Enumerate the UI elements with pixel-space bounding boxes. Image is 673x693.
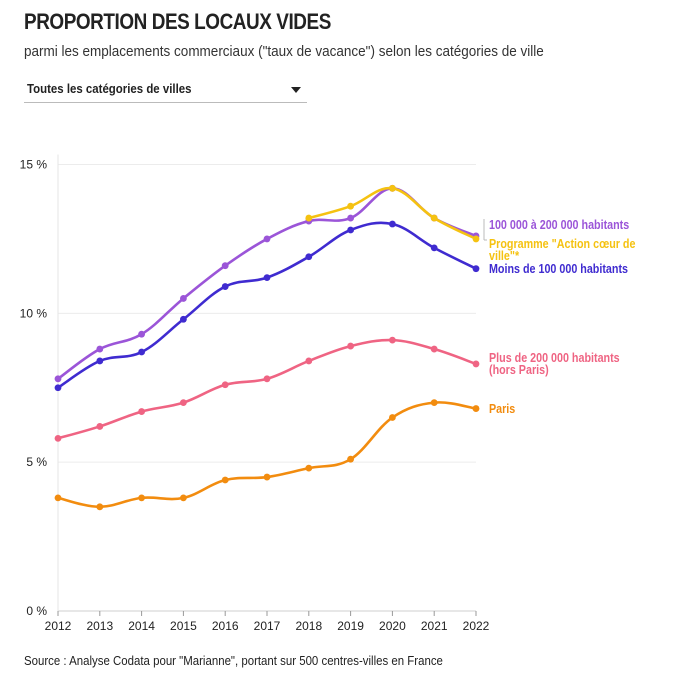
data-point-moins-de-100-000-habitants — [221, 283, 229, 290]
data-point-moins-de-100-000-habitants — [180, 315, 187, 323]
series-line-100-000-a-200-000-habitants — [56, 187, 478, 381]
chart-subtitle: parmi les emplacements commerciaux ("tau… — [24, 43, 544, 60]
label-bracket — [483, 219, 487, 241]
y-tick-label: 10 % — [20, 306, 48, 320]
data-point-paris — [430, 399, 438, 407]
data-point-programme-action-c-ur-de-ville — [305, 214, 313, 222]
data-point-moins-de-100-000-habitants — [54, 384, 62, 392]
city-category-dropdown[interactable]: Toutes les catégories de villes — [24, 78, 307, 103]
data-point-moins-de-100-000-habitants — [389, 220, 396, 228]
x-tick-label: 2017 — [254, 619, 281, 633]
data-point-plus-de-200-000-habitants-hors-paris — [221, 381, 229, 389]
data-point-100-000-a-200-000-habitants — [221, 262, 229, 270]
data-point-paris — [389, 414, 396, 421]
data-point-moins-de-100-000-habitants — [430, 244, 438, 252]
x-tick-label: 2021 — [421, 619, 448, 633]
series-label-line: Moins de 100 000 habitants — [489, 262, 628, 276]
series-label-line: Paris — [489, 402, 515, 416]
data-point-programme-action-c-ur-de-ville — [472, 235, 480, 243]
x-tick-label: 2014 — [128, 619, 155, 633]
data-point-programme-action-c-ur-de-ville — [347, 202, 354, 210]
source-note: Source : Analyse Codata pour "Marianne",… — [24, 653, 443, 668]
series-label-line: 100 000 à 200 000 habitants — [489, 218, 629, 232]
data-point-plus-de-200-000-habitants-hors-paris — [305, 357, 313, 365]
series-label-programme-action-c-ur-de-ville: Programme "Action cœur de ville"* — [489, 237, 636, 263]
data-point-100-000-a-200-000-habitants — [347, 214, 354, 222]
series-label-paris: Paris — [489, 402, 515, 416]
data-point-plus-de-200-000-habitants-hors-paris — [430, 345, 438, 353]
y-tick-label: 0 % — [26, 604, 47, 618]
series-line-programme-action-c-ur-de-ville — [307, 186, 478, 241]
data-point-paris — [263, 473, 271, 481]
data-point-100-000-a-200-000-habitants — [54, 375, 62, 383]
data-point-moins-de-100-000-habitants — [138, 348, 146, 356]
dropdown-selected-label: Toutes les catégories de villes — [27, 81, 192, 96]
series-label-plus-de-200-000-habitants-hors-paris: Plus de 200 000 habitants (hors Paris) — [489, 351, 620, 377]
data-point-plus-de-200-000-habitants-hors-paris — [54, 434, 62, 442]
data-point-moins-de-100-000-habitants — [472, 265, 480, 273]
data-point-moins-de-100-000-habitants — [263, 274, 271, 282]
data-point-paris — [54, 494, 62, 502]
series-label-line: (hors Paris) — [489, 363, 549, 377]
x-tick-label: 2019 — [337, 619, 364, 633]
x-tick-label: 2022 — [463, 619, 490, 633]
data-point-100-000-a-200-000-habitants — [96, 345, 104, 353]
chevron-down-icon — [291, 87, 301, 93]
series-label-moins-de-100-000-habitants: Moins de 100 000 habitants — [489, 262, 628, 276]
data-point-100-000-a-200-000-habitants — [180, 295, 187, 302]
series-label-line: Plus de 200 000 habitants — [489, 351, 620, 365]
data-point-paris — [221, 476, 229, 484]
series-label-line: Programme "Action cœur de — [489, 237, 636, 251]
data-point-moins-de-100-000-habitants — [96, 357, 104, 365]
x-tick-label: 2013 — [86, 619, 113, 633]
data-point-plus-de-200-000-habitants-hors-paris — [96, 423, 104, 430]
chart-title: PROPORTION DES LOCAUX VIDES — [24, 9, 331, 34]
data-point-100-000-a-200-000-habitants — [263, 235, 271, 243]
data-point-paris — [347, 455, 354, 463]
x-tick-label: 2015 — [170, 619, 197, 633]
data-point-plus-de-200-000-habitants-hors-paris — [138, 408, 146, 415]
x-tick-label: 2018 — [295, 619, 322, 633]
series-label-line: ville"* — [489, 249, 520, 263]
data-point-programme-action-c-ur-de-ville — [430, 214, 438, 222]
y-tick-label: 15 % — [20, 158, 48, 172]
y-tick-label: 5 % — [26, 455, 47, 469]
data-point-paris — [180, 494, 187, 502]
x-tick-label: 2020 — [379, 619, 406, 633]
x-tick-label: 2016 — [212, 619, 239, 633]
data-point-paris — [96, 503, 104, 511]
data-point-paris — [305, 464, 313, 472]
data-point-programme-action-c-ur-de-ville — [389, 184, 396, 192]
series-label-100-000-a-200-000-habitants: 100 000 à 200 000 habitants — [489, 218, 629, 232]
data-point-paris — [472, 405, 480, 412]
data-point-plus-de-200-000-habitants-hors-paris — [180, 399, 187, 407]
data-point-plus-de-200-000-habitants-hors-paris — [347, 342, 354, 350]
data-point-paris — [138, 494, 146, 502]
series-line-moins-de-100-000-habitants — [56, 221, 478, 390]
data-point-moins-de-100-000-habitants — [305, 253, 313, 261]
series-line-plus-de-200-000-habitants-hors-paris — [56, 338, 478, 440]
data-point-plus-de-200-000-habitants-hors-paris — [389, 336, 396, 344]
data-point-plus-de-200-000-habitants-hors-paris — [472, 360, 480, 368]
data-point-100-000-a-200-000-habitants — [138, 330, 146, 338]
data-point-plus-de-200-000-habitants-hors-paris — [263, 375, 271, 383]
data-point-moins-de-100-000-habitants — [347, 226, 354, 234]
x-tick-label: 2012 — [45, 619, 72, 633]
